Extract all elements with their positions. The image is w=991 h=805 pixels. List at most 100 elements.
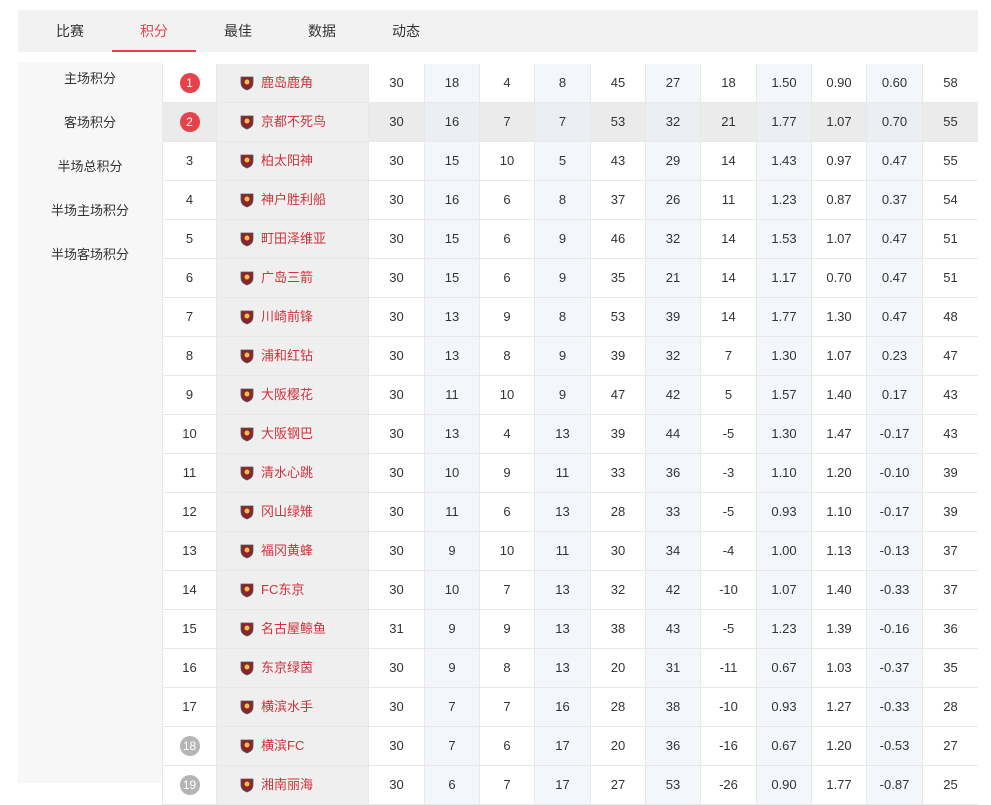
team-cell[interactable]: 神户胜利船 <box>216 181 368 219</box>
tab[interactable]: 比赛 <box>56 23 84 39</box>
stat-cell: 1.50 <box>756 64 811 102</box>
stat-cell: 38 <box>590 610 645 648</box>
team-cell[interactable]: 湘南丽海 <box>216 766 368 804</box>
stat-cell: 16 <box>534 688 590 726</box>
table-row[interactable]: 3 柏太阳神 30 15 10 5 43 29 14 1.43 0.97 0.47 55 <box>162 142 978 181</box>
team-cell[interactable]: 大阪钢巴 <box>216 415 368 453</box>
stat-cell: 30 <box>368 649 424 687</box>
rank: 5 <box>185 231 194 246</box>
side-item[interactable]: 主场积分 <box>63 71 116 86</box>
rank-badge: 19 <box>179 775 200 795</box>
table-row[interactable]: 2 京都不死鸟 30 16 7 7 53 32 21 1.77 1.07 0.70 55 <box>162 103 978 142</box>
team-cell[interactable]: 广岛三箭 <box>216 259 368 297</box>
team-name[interactable]: 横滨FC <box>261 738 305 753</box>
team-name[interactable]: 柏太阳神 <box>261 153 314 168</box>
stat-cell: 30 <box>368 259 424 297</box>
stat-cell: 6 <box>479 181 534 219</box>
table-row[interactable]: 7 川崎前锋 30 13 9 8 53 39 14 1.77 1.30 0.47 48 <box>162 298 978 337</box>
team-name[interactable]: 町田泽维亚 <box>261 231 327 246</box>
stat-cell: 44 <box>645 415 700 453</box>
stat-cell: 47 <box>590 376 645 414</box>
side-item[interactable]: 半场客场积分 <box>50 247 129 262</box>
team-name[interactable]: 浦和红钻 <box>261 348 314 363</box>
stat-cell: 9 <box>424 532 479 570</box>
tab[interactable]: 最佳 <box>224 23 252 39</box>
table-row[interactable]: 9 大阪樱花 30 11 10 9 47 42 5 1.57 1.40 0.17 43 <box>162 376 978 415</box>
team-name[interactable]: 大阪钢巴 <box>261 426 314 441</box>
stat-cell: 6 <box>479 493 534 531</box>
team-cell[interactable]: 浦和红钻 <box>216 337 368 375</box>
team-cell[interactable]: 京都不死鸟 <box>216 103 368 141</box>
table-row[interactable]: 16 东京绿茵 30 9 8 13 20 31 -11 0.67 1.03 -0.37 35 <box>162 649 978 688</box>
stat-cell: 30 <box>368 298 424 336</box>
stat-cell: 45 <box>590 64 645 102</box>
team-name[interactable]: 东京绿茵 <box>261 660 314 675</box>
tab[interactable]: 积分 <box>112 10 196 52</box>
team-cell[interactable]: 冈山绿雉 <box>216 493 368 531</box>
table-row[interactable]: 15 名古屋鲸鱼 31 9 9 13 38 43 -5 1.23 1.39 -0.16 36 <box>162 610 978 649</box>
team-name[interactable]: 清水心跳 <box>261 465 314 480</box>
table-row[interactable]: 13 福冈黄蜂 30 9 10 11 30 34 -4 1.00 1.13 -0.13 37 <box>162 532 978 571</box>
side-item[interactable]: 半场主场积分 <box>50 203 129 218</box>
team-cell[interactable]: 东京绿茵 <box>216 649 368 687</box>
team-name[interactable]: 神户胜利船 <box>261 192 327 207</box>
team-name[interactable]: 横滨水手 <box>261 699 314 714</box>
table-row[interactable]: 6 广岛三箭 30 15 6 9 35 21 14 1.17 0.70 0.47 51 <box>162 259 978 298</box>
team-name[interactable]: 广岛三箭 <box>261 270 314 285</box>
table-row[interactable]: 14 FC东京 30 10 7 13 32 42 -10 1.07 1.40 -0.33 37 <box>162 571 978 610</box>
stat-cell: 1.00 <box>756 532 811 570</box>
table-row[interactable]: 19 湘南丽海 30 6 7 17 27 53 -26 0.90 1.77 -0.87 25 <box>162 766 978 805</box>
table-row[interactable]: 11 清水心跳 30 10 9 11 33 36 -3 1.10 1.20 -0.10 39 <box>162 454 978 493</box>
team-cell[interactable]: 川崎前锋 <box>216 298 368 336</box>
team-cell[interactable]: 福冈黄蜂 <box>216 532 368 570</box>
rank-cell: 13 <box>162 532 216 570</box>
table-row[interactable]: 5 町田泽维亚 30 15 6 9 46 32 14 1.53 1.07 0.47 51 <box>162 220 978 259</box>
team-name[interactable]: 大阪樱花 <box>261 387 314 402</box>
side-item[interactable]: 客场积分 <box>63 115 116 130</box>
table-row[interactable]: 8 浦和红钻 30 13 8 9 39 32 7 1.30 1.07 0.23 47 <box>162 337 978 376</box>
table-row[interactable]: 1 鹿岛鹿角 30 18 4 8 45 27 18 1.50 0.90 0.60 58 <box>162 64 978 103</box>
side-item[interactable]: 半场总积分 <box>57 159 123 174</box>
table-row[interactable]: 10 大阪钢巴 30 13 4 13 39 44 -5 1.30 1.47 -0.17 43 <box>162 415 978 454</box>
tab[interactable]: 数据 <box>308 23 336 39</box>
table-row[interactable]: 12 冈山绿雉 30 11 6 13 28 33 -5 0.93 1.10 -0.17 39 <box>162 493 978 532</box>
team-cell[interactable]: 横滨FC <box>216 727 368 765</box>
team-cell[interactable]: 清水心跳 <box>216 454 368 492</box>
rank-cell: 19 <box>162 766 216 804</box>
team-logo <box>240 349 254 364</box>
team-cell[interactable]: FC东京 <box>216 571 368 609</box>
stat-cell: 30 <box>368 376 424 414</box>
team-logo <box>240 505 254 520</box>
stat-cell: 4 <box>479 415 534 453</box>
stat-cell: 15 <box>424 142 479 180</box>
stat-cell: 7 <box>700 337 756 375</box>
stat-cell: 1.30 <box>756 415 811 453</box>
tab-bar: 比赛 积分 最佳 数据 动态 <box>18 10 978 52</box>
team-cell[interactable]: 大阪樱花 <box>216 376 368 414</box>
team-name[interactable]: 鹿岛鹿角 <box>261 75 314 90</box>
table-row[interactable]: 18 横滨FC 30 7 6 17 20 36 -16 0.67 1.20 -0.53 27 <box>162 727 978 766</box>
stat-cell: 30 <box>368 532 424 570</box>
stat-cell: 36 <box>645 454 700 492</box>
team-cell[interactable]: 町田泽维亚 <box>216 220 368 258</box>
team-name[interactable]: 京都不死鸟 <box>261 114 327 129</box>
rank-badge: 18 <box>179 736 200 756</box>
team-name[interactable]: 福冈黄蜂 <box>261 543 314 558</box>
table-row[interactable]: 17 横滨水手 30 7 7 16 28 38 -10 0.93 1.27 -0.33 28 <box>162 688 978 727</box>
team-name[interactable]: FC东京 <box>261 582 305 597</box>
stat-cell: -5 <box>700 493 756 531</box>
stat-cell: 0.17 <box>866 376 922 414</box>
stat-cell: 0.60 <box>866 64 922 102</box>
team-name[interactable]: 冈山绿雉 <box>261 504 314 519</box>
team-cell[interactable]: 名古屋鲸鱼 <box>216 610 368 648</box>
tab[interactable]: 动态 <box>392 23 420 39</box>
stat-cell: 13 <box>534 571 590 609</box>
team-cell[interactable]: 横滨水手 <box>216 688 368 726</box>
team-name[interactable]: 湘南丽海 <box>261 777 314 792</box>
team-cell[interactable]: 鹿岛鹿角 <box>216 64 368 102</box>
team-name[interactable]: 名古屋鲸鱼 <box>261 621 327 636</box>
team-name[interactable]: 川崎前锋 <box>261 309 314 324</box>
stat-cell: 31 <box>645 649 700 687</box>
team-cell[interactable]: 柏太阳神 <box>216 142 368 180</box>
table-row[interactable]: 4 神户胜利船 30 16 6 8 37 26 11 1.23 0.87 0.37 54 <box>162 181 978 220</box>
